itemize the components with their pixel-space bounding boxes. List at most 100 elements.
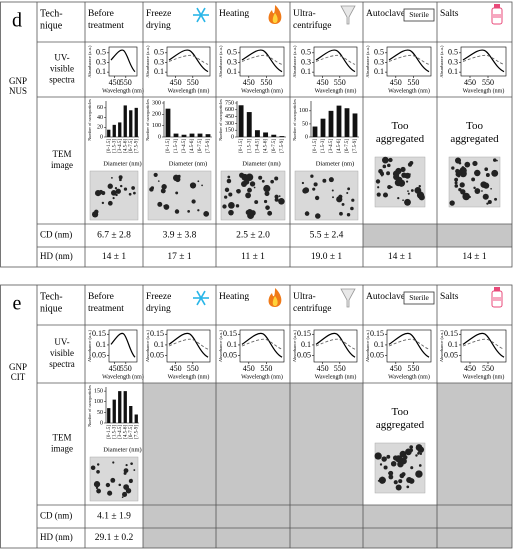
column-header: drying [146, 21, 171, 31]
hist-category-label: [3-4.5] [118, 139, 123, 153]
empty-cell [143, 383, 216, 505]
uv-y-tick-label: 0.1 [154, 67, 164, 76]
spectrum-before [315, 49, 356, 73]
column-header: Freeze [146, 9, 171, 19]
spectrum-before [110, 49, 136, 73]
uv-y-tick-label: 0.05 [297, 350, 311, 359]
hist-y-tick-label: 600 [225, 107, 234, 113]
particle [472, 160, 478, 167]
uv-x-tick-label: 550 [482, 78, 494, 87]
hist-category-label: [3-4.5] [329, 139, 334, 153]
empty-cell [363, 528, 437, 548]
hist-bar [118, 122, 122, 137]
hist-category-label: [3-4.5] [118, 425, 123, 439]
empty-cell [437, 224, 512, 247]
uv-x-tick-label: 450 [170, 78, 182, 87]
uv-plot-frame [239, 329, 285, 363]
spectrum-before [388, 49, 430, 73]
particle [96, 463, 100, 466]
aggregation-note: aggregated [376, 419, 425, 431]
hist-y-tick-label: 0 [100, 420, 103, 426]
hd-value: 19.0 ± 1 [311, 252, 343, 262]
particle [382, 156, 389, 164]
particle [418, 464, 422, 467]
particle [388, 470, 394, 476]
particle [388, 474, 394, 480]
particle [375, 179, 381, 184]
particle [454, 184, 459, 188]
cd-value: 3.9 ± 3.8 [163, 231, 197, 241]
uv-x-axis-label: Wavelength (nm) [388, 373, 430, 380]
hist-y-tick-label: 300 [225, 121, 234, 127]
hist-y-axis-label: Number of nanoparticles [145, 99, 150, 141]
uv-y-axis-label: Absorbance (a.u.) [145, 45, 150, 78]
particle [494, 197, 498, 201]
particle [187, 210, 190, 213]
uv-y-tick-label: 0.1 [96, 340, 106, 349]
hist-bar [271, 134, 277, 137]
particle [90, 465, 96, 471]
hist-bar [112, 124, 116, 137]
uv-x-axis-label: Wavelength (nm) [241, 373, 283, 380]
particle [197, 209, 200, 212]
particle [410, 466, 414, 470]
hist-bar [118, 391, 122, 423]
cd-value: 5.5 ± 2.4 [310, 231, 344, 241]
particle [399, 473, 405, 479]
particle [270, 179, 274, 184]
hist-bar [134, 107, 138, 137]
particle [249, 181, 256, 187]
uv-y-tick-label: 0.5 [227, 48, 237, 57]
particle [112, 197, 115, 200]
uv-x-tick-label: 450 [317, 78, 329, 87]
empty-cell [363, 505, 437, 528]
column-header: Ultra- [293, 9, 316, 19]
hist-bar [197, 133, 203, 137]
particle [245, 173, 254, 181]
particle [474, 169, 481, 177]
particle [346, 191, 349, 194]
sterile-badge [403, 8, 435, 22]
aggregation-note: aggregated [376, 133, 425, 145]
empty-cell [290, 505, 363, 528]
hist-y-tick-label: 0 [231, 134, 234, 140]
hist-category-label: [0-1.5] [107, 139, 112, 153]
uv-x-tick-label: 550 [187, 364, 199, 373]
uv-y-tick-label: 0.15 [370, 329, 384, 338]
particle [313, 182, 318, 187]
uv-x-tick-label: 550 [120, 78, 132, 87]
hist-bar [246, 112, 252, 137]
sterile-label: Sterile [409, 293, 429, 302]
hist-category-label: [7.5-9] [134, 425, 139, 439]
particle [415, 470, 423, 478]
hd-value: 11 ± 1 [241, 252, 265, 262]
hist-y-tick-label: 0 [100, 134, 103, 140]
particle [376, 192, 381, 197]
particle [493, 158, 497, 162]
particle [341, 202, 345, 206]
uv-x-tick-label: 550 [120, 364, 132, 373]
hist-bar [320, 118, 326, 137]
aggregation-note: Too [466, 120, 483, 132]
empty-cell [143, 505, 216, 528]
particle [228, 209, 234, 216]
particle [406, 485, 410, 489]
empty-cell [290, 383, 363, 505]
uv-y-tick-label: 0.1 [448, 67, 458, 76]
particle [484, 167, 489, 172]
column-header: Ultra- [293, 292, 316, 302]
particle [458, 187, 462, 192]
particle [107, 200, 113, 206]
particle [101, 201, 105, 205]
particle [406, 180, 409, 183]
hist-category-label: [7.5-9] [280, 139, 285, 153]
particle [459, 182, 465, 188]
uv-plot-frame [386, 46, 432, 77]
hist-y-axis-label: Number of nanoparticles [292, 99, 297, 141]
particle [462, 192, 470, 201]
hist-bar [312, 126, 318, 137]
particle [107, 490, 113, 496]
particle [122, 491, 128, 497]
uv-plot-frame [313, 46, 358, 77]
particle [328, 177, 334, 183]
